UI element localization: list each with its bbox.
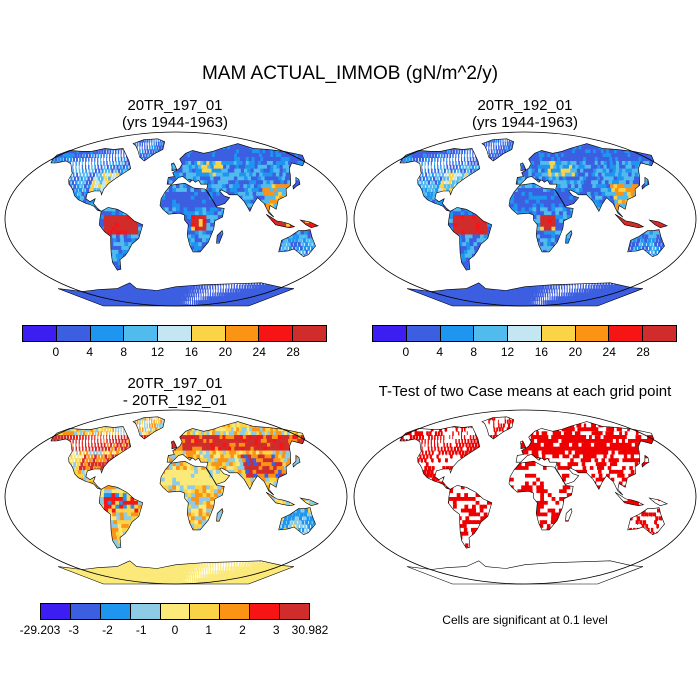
colorbar-swatch	[508, 326, 542, 341]
colorbar-tick-label: 8	[470, 345, 477, 359]
colorbar-tick-label: -29.203	[19, 623, 61, 637]
colorbar-swatch	[70, 604, 101, 619]
map-border	[353, 131, 697, 307]
colorbar-panel-2: 0 4 8 12 16 20 24 28	[372, 325, 677, 359]
colorbar-swatch	[158, 326, 192, 341]
colorbar-tick-label: 0	[52, 345, 60, 359]
map-panel-4	[353, 409, 697, 585]
colorbar-swatch	[56, 326, 91, 341]
colorbar-tick-label: 8	[120, 345, 127, 359]
panel4-title: T-Test of two Case means at each grid po…	[350, 383, 700, 400]
colorbar-swatch	[541, 326, 576, 341]
panel2-title-line2: (yrs 1944-1963)	[472, 114, 578, 131]
colorbar-swatch	[160, 604, 191, 619]
colorbar-swatch	[23, 326, 57, 341]
colorbar-swatch	[225, 326, 260, 341]
colorbar-swatch	[191, 326, 226, 341]
panel4-title-line1: T-Test of two Case means at each grid po…	[378, 383, 672, 400]
colorbar-swatch	[609, 326, 644, 341]
colorbar-tick-label: 20	[218, 345, 233, 359]
colorbar-tick-label: 30.982	[291, 623, 329, 637]
colorbar-tick-label: 16	[184, 345, 199, 359]
colorbar-labels: 0 4 8 12 16 20 24 28	[22, 342, 327, 359]
colorbar-tick-label: 20	[568, 345, 583, 359]
colorbar-tick-label: 28	[286, 345, 300, 359]
land-data-cells	[400, 416, 668, 584]
colorbar-swatch	[406, 326, 441, 341]
land-data-cells	[51, 416, 319, 584]
panel1-title: 20TR_197_01 (yrs 1944-1963)	[25, 97, 325, 131]
colorbar-swatch	[440, 326, 475, 341]
coastlines	[399, 138, 668, 307]
colorbar-swatch	[100, 604, 131, 619]
colorbar-boxes	[372, 325, 677, 342]
panel1-title-line1: 20TR_197_01	[127, 97, 223, 114]
colorbar-tick-label: 3	[272, 623, 280, 637]
significance-note: Cells are significant at 0.1 level	[442, 613, 608, 627]
colorbar-tick-label: 28	[636, 345, 650, 359]
colorbar-panel-1: 0 4 8 12 16 20 24 28	[22, 325, 327, 359]
coastlines	[50, 138, 319, 307]
coastlines	[50, 416, 319, 585]
main-title: MAM ACTUAL_IMMOB (gN/m^2/y)	[201, 63, 499, 84]
colorbar-tick-label: 2	[239, 623, 246, 637]
map-border	[4, 409, 348, 585]
colorbar-boxes	[40, 603, 310, 620]
map-panel-1	[4, 131, 348, 307]
map-border	[4, 131, 348, 307]
colorbar-tick-label: 12	[500, 345, 515, 359]
panel2-title: 20TR_192_01 (yrs 1944-1963)	[375, 97, 675, 131]
panel3-title: 20TR_197_01 - 20TR_192_01	[25, 375, 325, 409]
map-panel-2	[353, 131, 697, 307]
colorbar-labels: 0 4 8 12 16 20 24 28	[372, 342, 677, 359]
colorbar-tick-label: 1	[205, 623, 213, 637]
colorbar-swatch	[41, 604, 71, 619]
map-border	[353, 409, 697, 585]
colorbar-labels: -29.203 -3 -2 -1 0 1 2 3 30.982	[20, 620, 329, 637]
panel2-title-line1: 20TR_192_01	[477, 97, 573, 114]
colorbar-tick-label: 4	[86, 345, 94, 359]
colorbar-tick-label: 16	[534, 345, 549, 359]
colorbar-boxes	[22, 325, 327, 342]
colorbar-tick-label: 24	[252, 345, 266, 359]
colorbar-swatch	[190, 604, 221, 619]
colorbar-swatch	[124, 326, 159, 341]
colorbar-tick-label: -1	[135, 623, 147, 637]
colorbar-swatch	[220, 604, 251, 619]
map-panel-3	[4, 409, 348, 585]
colorbar-swatch	[90, 326, 125, 341]
colorbar-tick-label: 4	[436, 345, 444, 359]
colorbar-swatch	[373, 326, 407, 341]
colorbar-tick-label: 0	[402, 345, 410, 359]
colorbar-swatch	[250, 604, 281, 619]
colorbar-swatch	[293, 326, 327, 341]
colorbar-swatch	[130, 604, 161, 619]
colorbar-swatch	[575, 326, 610, 341]
colorbar-swatch	[280, 604, 310, 619]
coastlines	[399, 416, 668, 585]
colorbar-tick-label: 12	[150, 345, 165, 359]
colorbar-tick-label: -3	[68, 623, 80, 637]
colorbar-panel-3: -29.203 -3 -2 -1 0 1 2 3 30.982	[20, 603, 329, 637]
colorbar-swatch	[643, 326, 677, 341]
panel3-title-line2: - 20TR_192_01	[122, 392, 228, 409]
colorbar-tick-label: -2	[102, 623, 113, 637]
land-data-cells	[400, 138, 668, 306]
colorbar-swatch	[259, 326, 294, 341]
panel3-title-line1: 20TR_197_01	[127, 375, 223, 392]
land-data-cells	[51, 138, 319, 306]
colorbar-tick-label: 0	[171, 623, 179, 637]
colorbar-swatch	[474, 326, 509, 341]
panel1-title-line2: (yrs 1944-1963)	[122, 114, 228, 131]
colorbar-tick-label: 24	[602, 345, 616, 359]
